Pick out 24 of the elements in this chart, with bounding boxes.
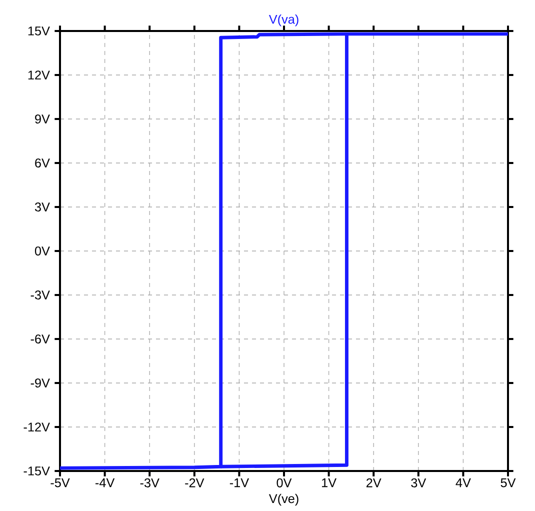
y-tick-label: 0V [34,246,50,256]
x-tick-label: 5V [500,478,516,488]
x-tick-label: 1V [322,478,337,488]
x-tick-label: 0V [276,478,292,488]
y-tick-label: -6V [30,334,50,344]
x-tick-label: 3V [411,478,426,488]
x-tick-label: -2V [185,478,204,488]
x-axis-title: V(ve) [268,494,298,506]
y-tick-label: 6V [35,158,50,168]
y-tick-label: -15V [24,466,50,476]
x-tick-label: -5V [50,478,70,488]
y-tick-label: 9V [35,114,50,124]
x-tick-label: 4V [456,478,471,488]
y-tick-label: 12V [28,70,50,80]
y-tick-label: -3V [30,290,50,300]
x-tick-label: -3V [140,478,160,488]
x-tick-label: -1V [230,478,250,488]
x-tick-label: 2V [366,478,382,488]
chart-title: V(va) [268,14,298,26]
y-tick-label: -9V [30,378,50,388]
y-tick-label: 3V [34,202,50,212]
y-tick-label: -12V [24,422,50,432]
x-tick-label: -4V [96,478,115,488]
y-tick-label: 15V [28,26,50,36]
